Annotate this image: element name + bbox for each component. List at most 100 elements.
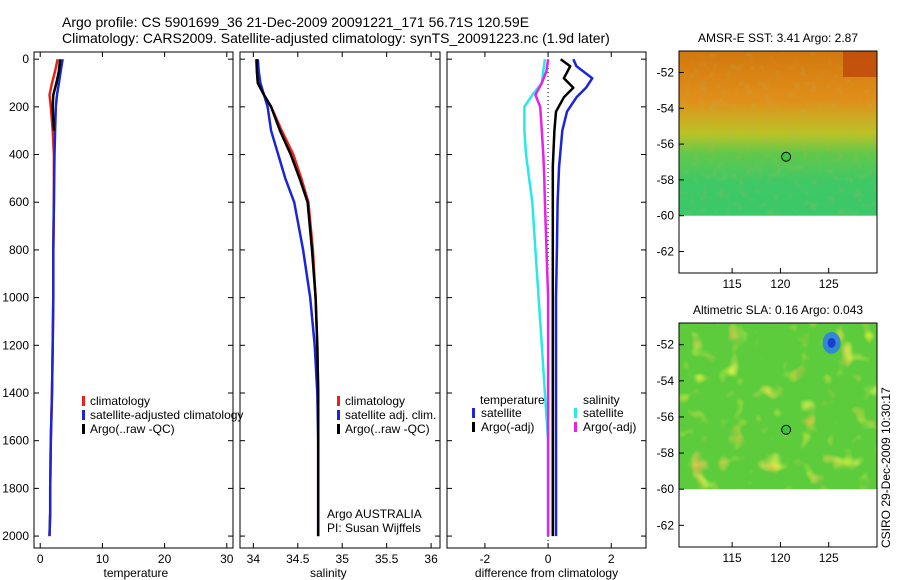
temperature-ytick-label: 400 xyxy=(9,148,29,162)
sst_map-ytick-label: -60 xyxy=(657,209,675,223)
difference-legend-label: satellite xyxy=(481,406,522,420)
difference-xtick-label: 0 xyxy=(545,552,552,566)
salinity-legend-swatch xyxy=(337,396,340,406)
temperature-legend-swatch xyxy=(82,396,85,406)
sla_map-argo-marker xyxy=(781,424,792,435)
temperature-ytick-label: 200 xyxy=(9,100,29,114)
temperature-ytick-label: 600 xyxy=(9,195,29,209)
salinity-xtick-label: 35.5 xyxy=(375,552,399,566)
temperature-xtick-label: 0 xyxy=(37,552,44,566)
temperature-frame xyxy=(33,51,234,549)
temperature-legend-swatch xyxy=(82,410,85,420)
series-salinity-argo-adj- xyxy=(534,59,550,537)
credit-label: CSIRO 29-Dec-2009 10:30:17 xyxy=(879,387,893,548)
temperature-panel: 0 200 400 600 800 1000 1200 1400 1600 1800 2000 0 10… xyxy=(2,51,243,580)
sla_map-ytick-label: -54 xyxy=(657,374,675,388)
salinity-frame xyxy=(239,51,441,549)
sla-field-texture xyxy=(679,323,877,490)
sst_map-ytick-label: -62 xyxy=(657,245,675,259)
difference-legend-swatch xyxy=(472,422,475,432)
sst_map-xtick-label: 115 xyxy=(723,277,742,291)
difference-legend-label: Argo(-adj) xyxy=(583,420,636,434)
salinity-xtick-label: 34 xyxy=(247,552,261,566)
salinity-xtick-label: 34.5 xyxy=(286,552,310,566)
header-line-1: Argo profile: CS 5901699_36 21-Dec-2009 … xyxy=(62,14,529,30)
sst_map-ytick-label: -54 xyxy=(657,101,675,115)
sla_map-ytick-label: -56 xyxy=(657,410,675,424)
temperature-ytick-label: 0 xyxy=(22,52,29,66)
header-line-2: Climatology: CARS2009. Satellite-adjuste… xyxy=(62,30,610,46)
sst_map-ytick-label: -56 xyxy=(657,137,675,151)
temperature-ytick-label: 800 xyxy=(9,243,29,257)
temperature-ytick-label: 1400 xyxy=(2,386,29,400)
sst_map-ytick-label: -58 xyxy=(657,173,675,187)
series-satellite-adj-clim- xyxy=(256,59,320,537)
salinity-legend-label: climatology xyxy=(345,394,405,408)
salinity-annotation: PI: Susan Wijffels xyxy=(327,521,421,535)
salinity-xlabel: salinity xyxy=(310,566,347,580)
series-argo-raw-qc- xyxy=(51,59,62,131)
salinity-annotation: Argo AUSTRALIA xyxy=(327,507,422,521)
sst-field-texture xyxy=(679,51,877,216)
sla_map-ytick-label: -60 xyxy=(657,482,675,496)
difference-legend-title-salinity: salinity xyxy=(583,393,620,407)
difference-xtick-label: 2 xyxy=(608,552,615,566)
sla_map-ytick-label: -52 xyxy=(657,338,675,352)
temperature-legend-swatch xyxy=(82,424,85,434)
difference-legend-swatch xyxy=(472,408,475,418)
series-climatology xyxy=(254,59,320,537)
temperature-ytick-label: 1600 xyxy=(2,434,29,448)
difference-xlabel: difference from climatology xyxy=(475,566,618,580)
sla_map-panel: Altimetric SLA: 0.16 Argo: 0.043 -52 -54 -5… xyxy=(657,303,878,565)
series-temperature-argo-adj- xyxy=(551,58,575,537)
difference-legend-label: satellite xyxy=(583,406,624,420)
temperature-ytick-label: 2000 xyxy=(2,529,29,543)
series-satellite-adjusted-climatology xyxy=(48,59,64,537)
temperature-ytick-label: 1000 xyxy=(2,291,29,305)
sst_map-xtick-label: 120 xyxy=(770,277,790,291)
salinity-legend-swatch xyxy=(337,424,340,434)
temperature-legend-label: Argo(..raw -QC) xyxy=(90,422,175,436)
sst_map-panel: AMSR-E SST: 3.41 Argo: 2.87 -52 -54 -56 -58 -… xyxy=(657,31,878,291)
salinity-panel: 34 34.5 35 35.5 36 salinity climatologysatelli… xyxy=(239,51,441,580)
temperature-xtick-label: 20 xyxy=(158,552,172,566)
sla_map-xtick-label: 125 xyxy=(819,551,839,565)
difference-legend-swatch xyxy=(574,408,577,418)
temperature-xlabel: temperature xyxy=(104,566,169,580)
sla-low-eddy-core xyxy=(827,337,836,348)
sst_map-ytick-label: -52 xyxy=(657,65,675,79)
salinity-legend-label: satellite adj. clim. xyxy=(345,408,436,422)
salinity-legend-swatch xyxy=(337,410,340,420)
temperature-ytick-label: 1800 xyxy=(2,481,29,495)
sst_map-argo-marker xyxy=(781,151,792,162)
sla_map-ytick-label: -62 xyxy=(657,518,675,532)
sla_map-title: Altimetric SLA: 0.16 Argo: 0.043 xyxy=(693,303,863,317)
sst-warm-patch xyxy=(843,51,877,77)
difference-xtick-label: -2 xyxy=(480,552,491,566)
difference-frame xyxy=(446,51,647,549)
series-argo-raw-qc- xyxy=(255,59,320,537)
sst_map-xtick-label: 125 xyxy=(819,277,839,291)
series-salinity-satellite xyxy=(523,59,550,537)
sla_map-xtick-label: 120 xyxy=(770,551,790,565)
sst_map-title: AMSR-E SST: 3.41 Argo: 2.87 xyxy=(698,31,858,45)
temperature-legend-label: climatology xyxy=(90,394,150,408)
sla_map-ytick-label: -58 xyxy=(657,446,675,460)
sla_map-xtick-label: 115 xyxy=(723,551,742,565)
difference-legend-title-temperature: temperature xyxy=(480,393,545,407)
salinity-xtick-label: 35 xyxy=(336,552,350,566)
sst_map-frame xyxy=(678,50,878,274)
temperature-xtick-label: 30 xyxy=(220,552,234,566)
temperature-ytick-label: 1200 xyxy=(2,338,29,352)
temperature-xtick-label: 10 xyxy=(96,552,110,566)
temperature-legend-label: satellite-adjusted climatology xyxy=(90,408,243,422)
series-temperature-satellite xyxy=(554,58,594,537)
salinity-xtick-label: 36 xyxy=(424,552,438,566)
difference-legend-label: Argo(-adj) xyxy=(481,420,534,434)
difference-legend-swatch xyxy=(574,422,577,432)
sla_map-frame xyxy=(678,322,878,548)
salinity-legend-label: Argo(..raw -QC) xyxy=(345,422,430,436)
